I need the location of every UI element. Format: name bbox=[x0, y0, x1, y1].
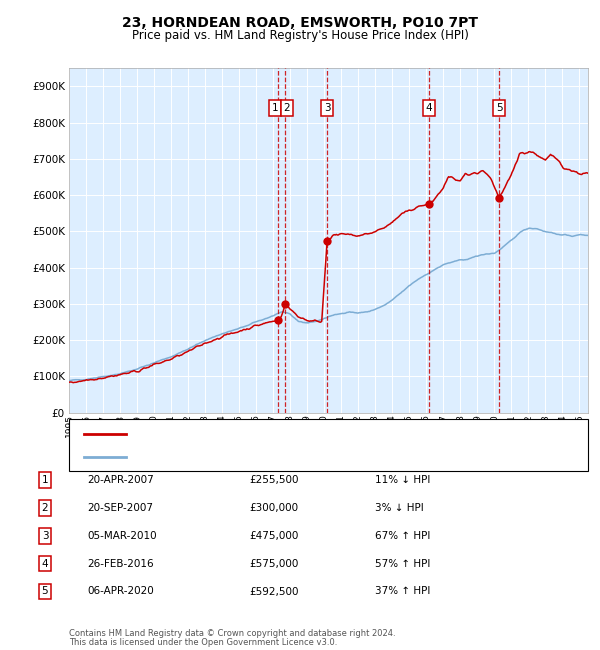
Text: 20-SEP-2007: 20-SEP-2007 bbox=[87, 502, 153, 513]
Text: 57% ↑ HPI: 57% ↑ HPI bbox=[375, 558, 430, 569]
Text: HPI: Average price, detached house, Havant: HPI: Average price, detached house, Hava… bbox=[135, 452, 355, 461]
Text: £475,000: £475,000 bbox=[249, 530, 298, 541]
Text: 2: 2 bbox=[283, 103, 290, 113]
Text: Contains HM Land Registry data © Crown copyright and database right 2024.: Contains HM Land Registry data © Crown c… bbox=[69, 629, 395, 638]
Text: 20-APR-2007: 20-APR-2007 bbox=[87, 474, 154, 485]
Text: This data is licensed under the Open Government Licence v3.0.: This data is licensed under the Open Gov… bbox=[69, 638, 337, 647]
Text: 05-MAR-2010: 05-MAR-2010 bbox=[87, 530, 157, 541]
Text: 37% ↑ HPI: 37% ↑ HPI bbox=[375, 586, 430, 597]
Text: 4: 4 bbox=[41, 558, 49, 569]
Text: 23, HORNDEAN ROAD, EMSWORTH, PO10 7PT: 23, HORNDEAN ROAD, EMSWORTH, PO10 7PT bbox=[122, 16, 478, 31]
Text: £255,500: £255,500 bbox=[249, 474, 299, 485]
Text: 3% ↓ HPI: 3% ↓ HPI bbox=[375, 502, 424, 513]
Text: 11% ↓ HPI: 11% ↓ HPI bbox=[375, 474, 430, 485]
Text: 5: 5 bbox=[496, 103, 502, 113]
Text: 4: 4 bbox=[425, 103, 432, 113]
Text: £592,500: £592,500 bbox=[249, 586, 299, 597]
Text: 1: 1 bbox=[272, 103, 278, 113]
Text: 06-APR-2020: 06-APR-2020 bbox=[87, 586, 154, 597]
Text: £300,000: £300,000 bbox=[249, 502, 298, 513]
Text: 5: 5 bbox=[41, 586, 49, 597]
Text: 2: 2 bbox=[41, 502, 49, 513]
Text: 67% ↑ HPI: 67% ↑ HPI bbox=[375, 530, 430, 541]
Text: 26-FEB-2016: 26-FEB-2016 bbox=[87, 558, 154, 569]
Text: 3: 3 bbox=[41, 530, 49, 541]
Text: 3: 3 bbox=[324, 103, 331, 113]
Text: 1: 1 bbox=[41, 474, 49, 485]
Text: Price paid vs. HM Land Registry's House Price Index (HPI): Price paid vs. HM Land Registry's House … bbox=[131, 29, 469, 42]
Text: 23, HORNDEAN ROAD, EMSWORTH, PO10 7PT (detached house): 23, HORNDEAN ROAD, EMSWORTH, PO10 7PT (d… bbox=[135, 429, 454, 439]
Text: £575,000: £575,000 bbox=[249, 558, 298, 569]
